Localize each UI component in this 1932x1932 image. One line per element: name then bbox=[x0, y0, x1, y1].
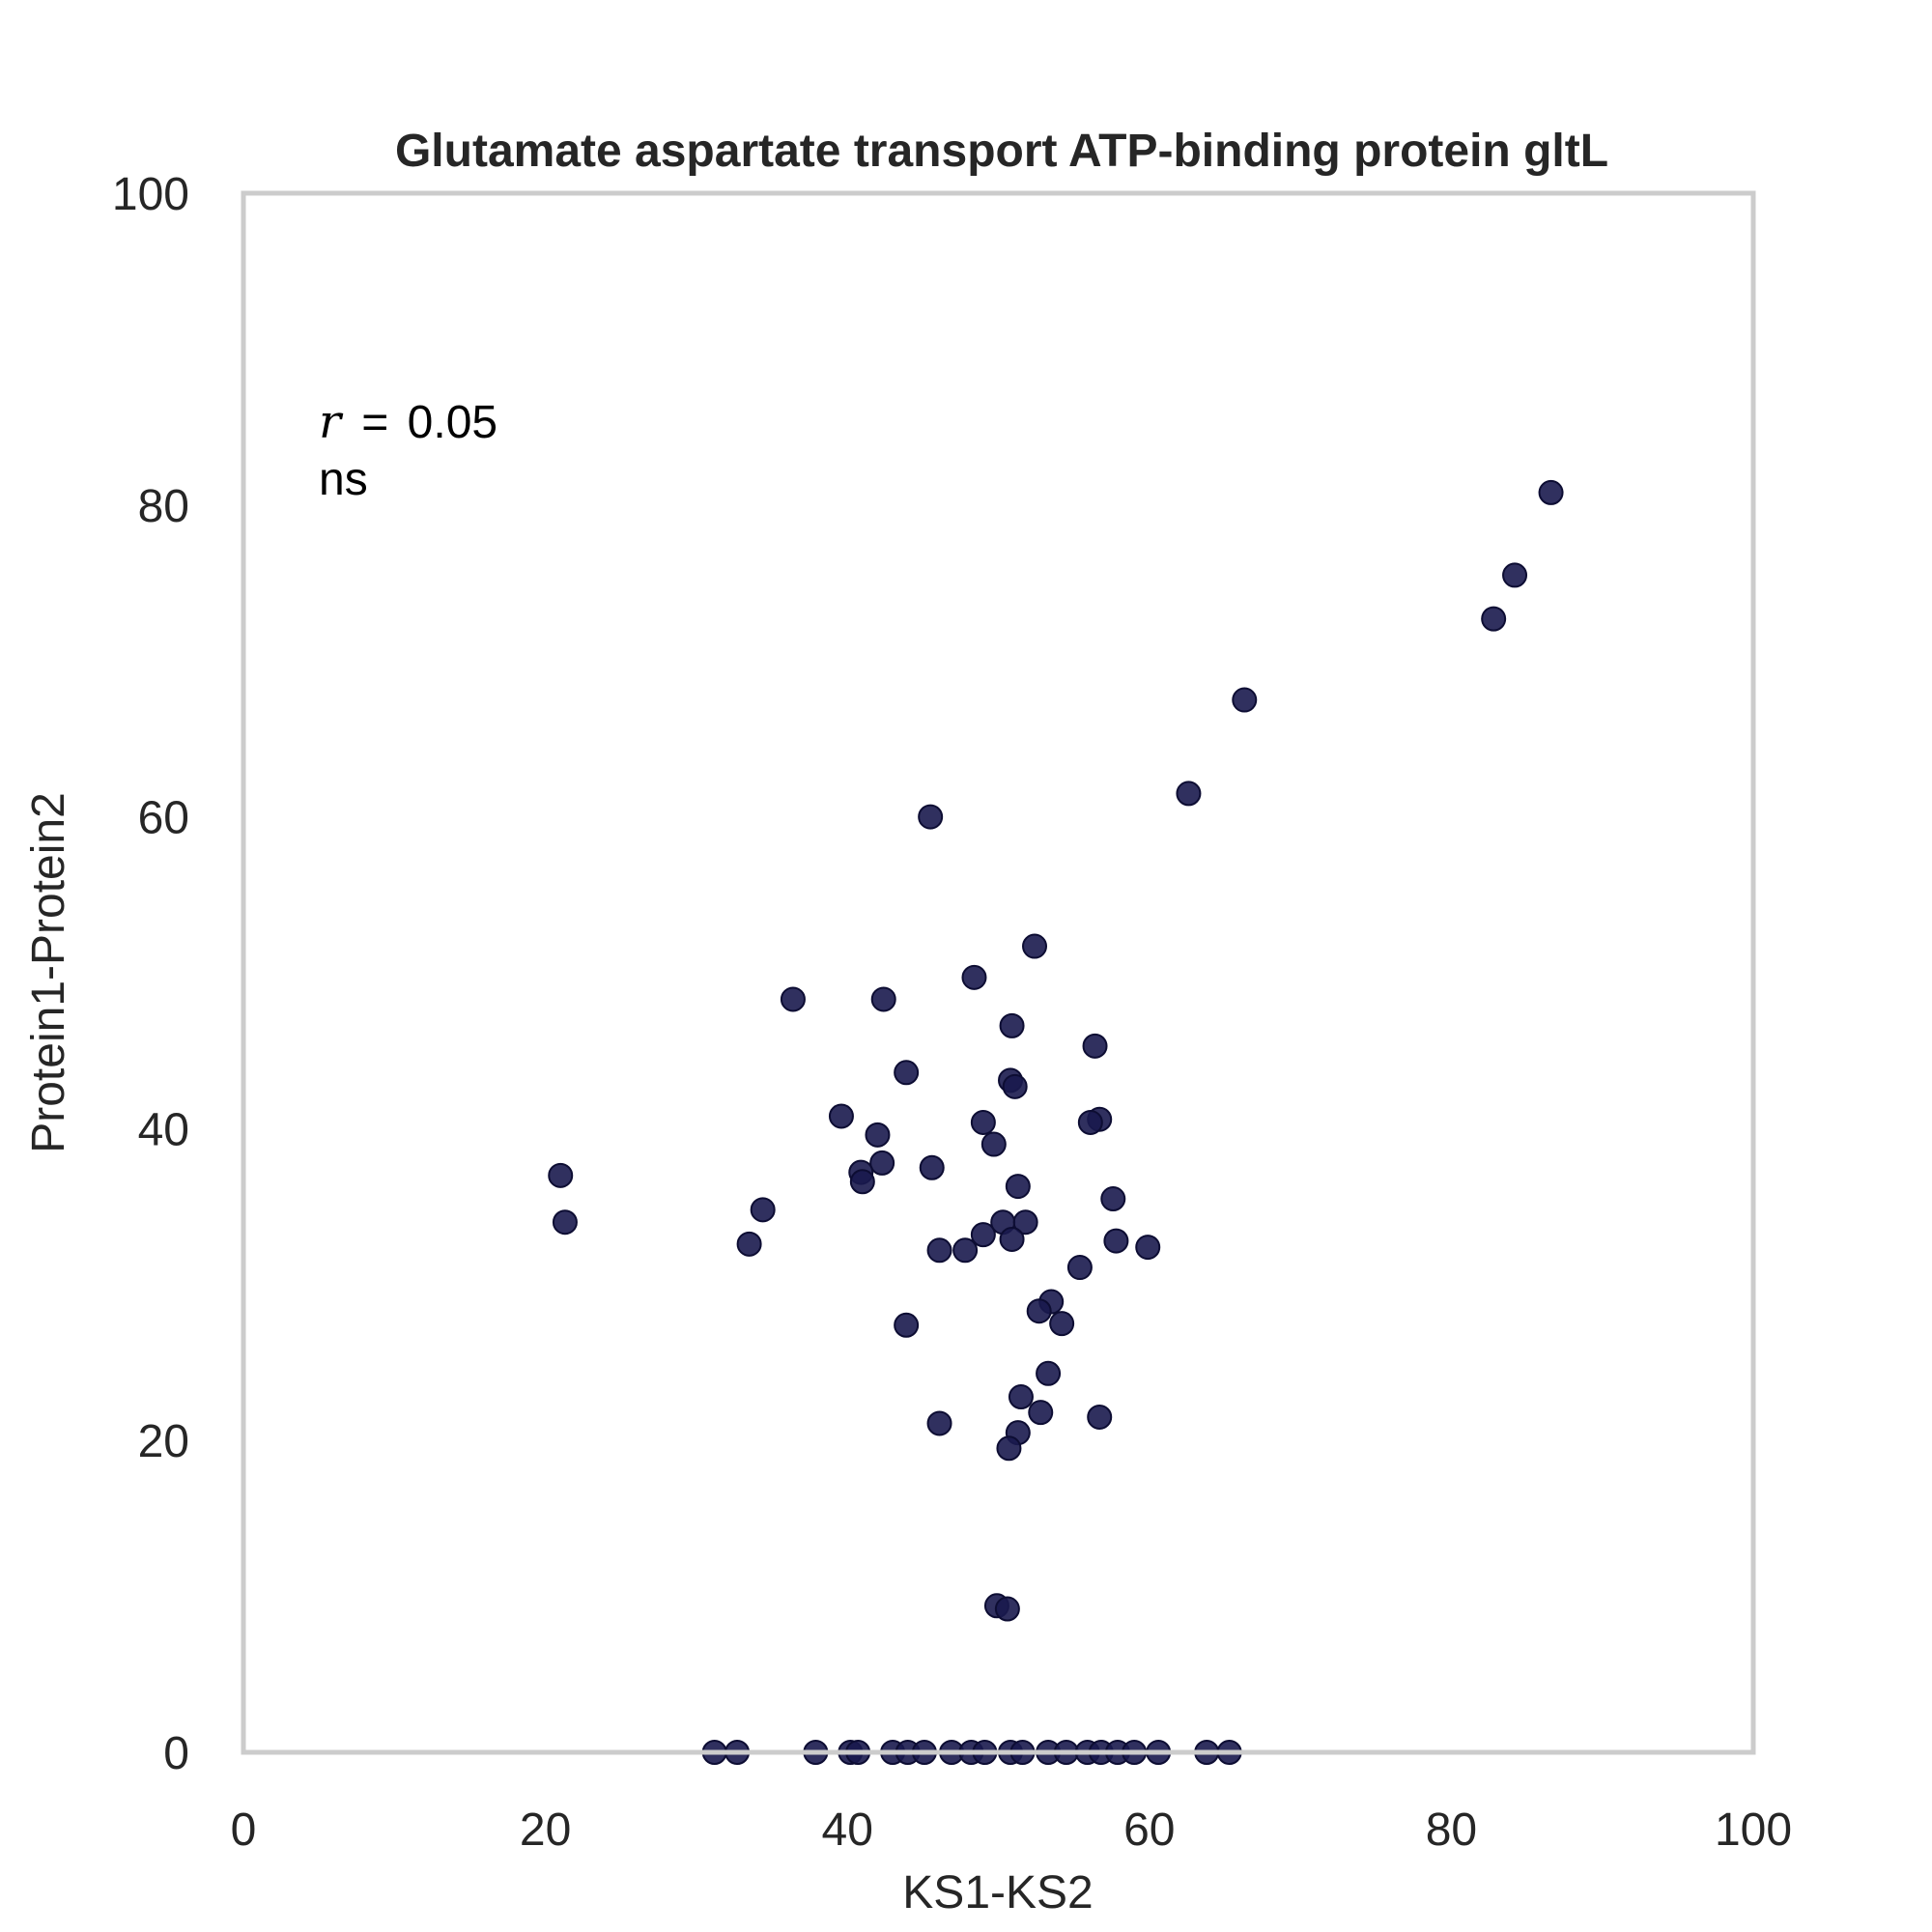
correlation-annotation: r = 0.05 ns bbox=[319, 395, 497, 505]
data-point-1 bbox=[1502, 562, 1528, 588]
y-tick-labels: 0 20 40 60 80 100 bbox=[112, 169, 189, 1779]
data-point-29 bbox=[552, 1209, 578, 1236]
data-point-20 bbox=[980, 1131, 1007, 1157]
data-point-4 bbox=[1176, 781, 1202, 807]
data-point-24 bbox=[849, 1169, 875, 1195]
y-tick-label-4: 80 bbox=[138, 481, 189, 532]
data-point-45 bbox=[1008, 1384, 1034, 1410]
data-point-31 bbox=[1012, 1209, 1038, 1236]
data-point-46 bbox=[1028, 1400, 1054, 1426]
x-tick-label-3: 60 bbox=[1123, 1804, 1175, 1856]
data-point-25 bbox=[548, 1162, 574, 1188]
data-point-7 bbox=[961, 964, 987, 990]
data-point-32 bbox=[970, 1222, 996, 1248]
data-point-41 bbox=[1026, 1298, 1052, 1324]
data-point-47 bbox=[1087, 1404, 1113, 1430]
data-point-39 bbox=[1066, 1255, 1093, 1281]
data-point-11 bbox=[1082, 1033, 1108, 1059]
y-tick-label-5: 100 bbox=[112, 169, 189, 220]
data-point-38 bbox=[952, 1237, 979, 1264]
data-point-35 bbox=[736, 1231, 762, 1257]
data-point-3 bbox=[1232, 687, 1258, 713]
data-point-18 bbox=[970, 1109, 996, 1135]
data-point-22 bbox=[919, 1154, 945, 1180]
data-point-10 bbox=[999, 1012, 1025, 1038]
data-point-28 bbox=[750, 1197, 776, 1223]
correlation-value: r = 0.05 bbox=[319, 395, 497, 449]
data-point-26 bbox=[1005, 1174, 1031, 1200]
y-tick-label-0: 0 bbox=[163, 1728, 189, 1779]
data-point-37 bbox=[926, 1237, 952, 1264]
x-tick-labels: 0 20 40 60 80 100 bbox=[231, 1804, 1792, 1856]
data-point-21 bbox=[869, 1150, 895, 1176]
plot-frame bbox=[241, 190, 1756, 1755]
data-point-6 bbox=[1022, 933, 1048, 959]
points-layer bbox=[548, 479, 1564, 1765]
data-point-50 bbox=[996, 1435, 1022, 1462]
y-axis-label: Protein1-Protein2 bbox=[23, 792, 74, 1153]
data-point-33 bbox=[999, 1226, 1025, 1252]
x-tick-label-0: 0 bbox=[231, 1804, 257, 1856]
significance-label: ns bbox=[319, 454, 368, 505]
data-point-27 bbox=[1100, 1186, 1126, 1212]
x-tick-label-2: 40 bbox=[822, 1804, 873, 1856]
y-tick-label-2: 40 bbox=[138, 1104, 189, 1155]
r-value: 0.05 bbox=[408, 397, 497, 448]
data-point-52 bbox=[994, 1596, 1020, 1622]
chart-title: Glutamate aspartate transport ATP-bindin… bbox=[395, 126, 1608, 177]
data-point-12 bbox=[894, 1060, 920, 1086]
x-tick-label-5: 100 bbox=[1715, 1804, 1792, 1856]
x-axis-label: KS1-KS2 bbox=[902, 1867, 1093, 1918]
x-tick-label-1: 20 bbox=[520, 1804, 571, 1856]
data-point-43 bbox=[894, 1312, 920, 1338]
y-tick-label-3: 60 bbox=[138, 793, 189, 844]
x-tick-label-4: 80 bbox=[1426, 1804, 1477, 1856]
data-point-34 bbox=[1103, 1228, 1129, 1254]
data-point-5 bbox=[918, 804, 944, 830]
data-point-17 bbox=[1077, 1109, 1103, 1135]
y-tick-label-1: 20 bbox=[138, 1416, 189, 1467]
data-point-48 bbox=[926, 1410, 952, 1436]
data-point-9 bbox=[870, 986, 896, 1012]
data-point-19 bbox=[865, 1122, 891, 1148]
r-equals: = bbox=[361, 397, 388, 448]
data-point-14 bbox=[1002, 1073, 1028, 1099]
data-point-2 bbox=[1481, 606, 1507, 632]
data-point-44 bbox=[1036, 1360, 1062, 1386]
r-symbol: r bbox=[319, 395, 344, 449]
data-point-8 bbox=[780, 986, 806, 1012]
data-point-0 bbox=[1538, 479, 1564, 505]
data-point-36 bbox=[1135, 1235, 1161, 1261]
data-point-42 bbox=[1049, 1311, 1075, 1337]
data-point-15 bbox=[828, 1103, 854, 1129]
